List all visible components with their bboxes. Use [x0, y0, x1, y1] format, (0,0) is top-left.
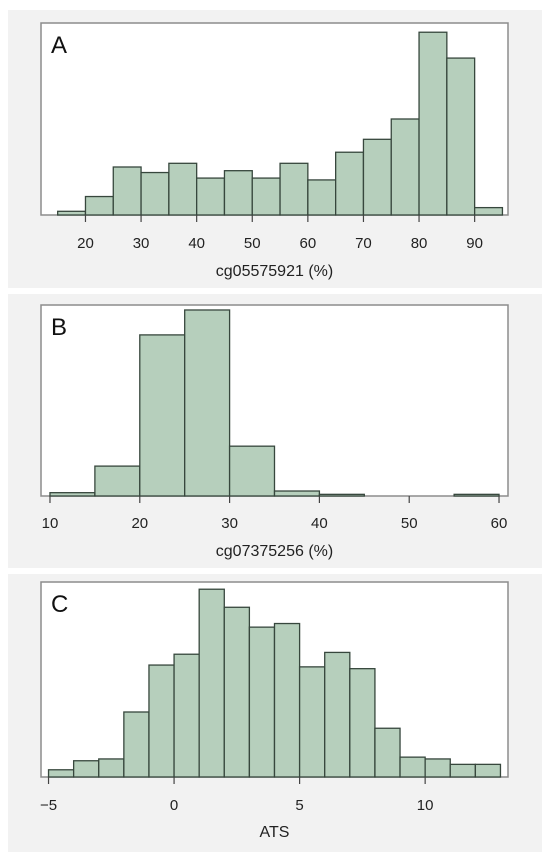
histogram-bar-b-4 — [228, 445, 276, 497]
x-tick-label-b-3: 40 — [311, 515, 328, 532]
x-tick-label-a-2: 40 — [188, 235, 205, 252]
histogram-b-svg: 10 20 30 40 50 60 cg07375256 (%) B — [40, 304, 509, 560]
histogram-bar-a-3 — [140, 171, 170, 216]
histogram-bar-c-7 — [223, 606, 251, 778]
histogram-bar-b-1 — [94, 465, 141, 497]
x-axis-label-b: cg07375256 (%) — [216, 543, 333, 560]
x-tick-label-a-4: 60 — [300, 235, 317, 252]
x-tick-label-c-3: 10 — [417, 797, 434, 814]
panel-label-c: C — [51, 591, 68, 618]
histogram-bar-c-4 — [148, 664, 175, 778]
x-tick-label-a-1: 30 — [133, 235, 150, 252]
histogram-bar-c-17 — [474, 763, 502, 778]
histogram-bar-c-8 — [248, 626, 276, 778]
histogram-bar-a-13 — [418, 31, 448, 216]
x-tick-label-b-0: 10 — [42, 515, 59, 532]
histogram-bar-c-3 — [123, 711, 150, 778]
x-tick-label-c-1: 0 — [170, 797, 178, 814]
histogram-bar-b-5 — [273, 490, 321, 497]
x-tick-label-c-0: −5 — [40, 797, 57, 814]
x-axis-label-a: cg05575921 (%) — [216, 263, 333, 280]
x-tick-label-a-3: 50 — [244, 235, 261, 252]
histogram-bar-a-12 — [390, 118, 420, 216]
histogram-bar-c-6 — [198, 588, 225, 778]
histogram-bar-c-0 — [47, 769, 75, 778]
histogram-bar-c-14 — [399, 756, 426, 778]
x-tick-label-c-2: 5 — [295, 797, 303, 814]
x-tick-label-a-6: 80 — [411, 235, 428, 252]
histogram-bar-a-2 — [112, 166, 142, 216]
histogram-bar-a-1 — [84, 195, 114, 216]
histogram-bar-a-7 — [251, 177, 281, 216]
histogram-bar-a-0 — [57, 210, 87, 216]
histogram-bar-a-5 — [196, 177, 226, 216]
histogram-bar-b-2 — [139, 334, 186, 497]
x-tick-label-b-4: 50 — [401, 515, 418, 532]
histogram-bar-c-10 — [298, 666, 326, 778]
x-tick-label-a-0: 20 — [77, 235, 94, 252]
panel-label-a: A — [51, 32, 67, 59]
histogram-bar-a-15 — [473, 206, 504, 216]
histogram-bar-c-16 — [449, 763, 477, 778]
histogram-bar-b-9 — [453, 493, 500, 497]
histogram-a-svg: 20 30 40 50 60 70 80 90 cg05575921 (%) A — [40, 22, 509, 280]
x-tick-label-b-1: 20 — [131, 515, 148, 532]
histogram-bar-a-4 — [168, 162, 198, 216]
histogram-bar-c-13 — [374, 727, 401, 778]
x-tick-label-b-5: 60 — [491, 515, 508, 532]
histogram-bar-c-12 — [349, 668, 376, 778]
histogram-bar-a-8 — [279, 162, 309, 216]
histogram-bar-b-6 — [318, 493, 365, 497]
x-tick-label-b-2: 30 — [221, 515, 238, 532]
histogram-bar-b-0 — [49, 492, 96, 497]
histogram-c-svg: −5 0 5 10 ATS C — [40, 581, 509, 841]
histogram-bar-c-9 — [273, 622, 301, 778]
histogram-bar-a-11 — [362, 138, 392, 216]
histogram-panel-c: −5 0 5 10 ATS C — [8, 574, 542, 852]
x-tick-label-a-5: 70 — [355, 235, 372, 252]
histogram-bar-c-1 — [72, 760, 100, 778]
histogram-bar-a-10 — [335, 151, 365, 216]
histogram-panel-a: 20 30 40 50 60 70 80 90 cg05575921 (%) A — [8, 10, 542, 288]
panel-label-b: B — [51, 314, 67, 341]
histogram-bar-c-5 — [173, 653, 200, 778]
histogram-bar-a-14 — [446, 57, 476, 216]
histogram-bar-c-15 — [424, 758, 451, 778]
histogram-bar-a-6 — [223, 170, 253, 216]
histogram-bar-a-9 — [307, 179, 337, 216]
histogram-panel-b: 10 20 30 40 50 60 cg07375256 (%) B — [8, 294, 542, 568]
histogram-bar-c-2 — [98, 758, 125, 778]
x-axis-label-c: ATS — [260, 824, 290, 841]
histogram-bar-b-3 — [184, 309, 231, 497]
histogram-bar-c-11 — [324, 651, 351, 778]
x-tick-label-a-7: 90 — [466, 235, 483, 252]
